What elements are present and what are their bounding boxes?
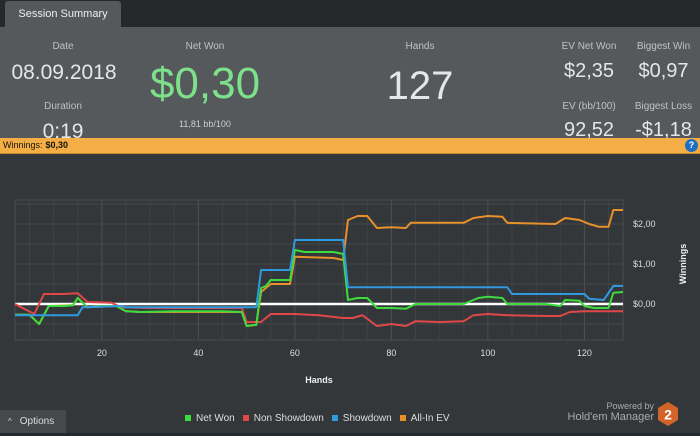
series-line-non-showdown — [14, 292, 623, 327]
winnings-value: $0,30 — [45, 140, 69, 150]
ev-net-won-label: EV Net Won — [561, 41, 617, 52]
x-tick-label: 100 — [480, 348, 495, 358]
net-won-label: Net Won — [185, 41, 225, 52]
legend-item[interactable]: Net Won — [185, 413, 235, 424]
ev-net-won-value: $2,35 — [563, 60, 615, 82]
legend-swatch — [331, 415, 338, 421]
winnings-chart: 20 40 60 80 100 120 $0,00 $1,00 $2,00 Hands Winnin… — [14, 199, 688, 385]
y-axis-label: Winnings — [678, 244, 688, 284]
help-icon[interactable]: ? — [685, 139, 698, 152]
x-axis-label: Hands — [305, 375, 333, 385]
biggest-win-value: $0,97 — [638, 60, 689, 82]
tab-bar: Session Summary — [0, 0, 700, 27]
bb100-value: 11,81 bb/100 — [179, 119, 231, 129]
duration-label: Duration — [44, 101, 82, 112]
duration-value: 0:19 — [42, 120, 84, 143]
hands-value: 127 — [386, 64, 454, 108]
winnings-label: Winnings: — [3, 140, 43, 150]
biggest-win-label: Biggest Win — [636, 41, 691, 52]
series-line-showdown — [15, 239, 623, 317]
legend-label: Non Showdown — [253, 413, 324, 424]
legend-label: Net Won — [196, 413, 235, 424]
legend-swatch — [399, 415, 406, 421]
x-tick-label: 120 — [577, 348, 592, 358]
hem-logo: 2 — [658, 402, 678, 426]
ev-bb100-value: 92,52 — [563, 119, 615, 141]
options-button[interactable]: ^ Options — [0, 410, 66, 436]
legend-label: All-In EV — [410, 413, 450, 424]
legend-label: Showdown — [342, 413, 392, 424]
tab-session-summary[interactable]: Session Summary — [5, 1, 121, 27]
biggest-loss-value: -$1,18 — [635, 119, 692, 141]
legend-swatch — [185, 415, 191, 421]
chevron-up-icon: ^ — [8, 417, 12, 426]
x-tick-label: 80 — [386, 348, 396, 358]
powered-by-label: Powered by — [606, 401, 654, 411]
options-label: Options — [19, 416, 55, 427]
legend-swatch — [242, 415, 249, 421]
winnings-bar: Winnings: $0,30 ? — [0, 138, 700, 154]
biggest-loss-label: Biggest Loss — [634, 101, 693, 112]
x-tick-label: 60 — [290, 348, 300, 358]
legend-item[interactable]: Non Showdown — [242, 413, 324, 424]
bottom-border — [0, 433, 700, 436]
powered-by: Powered by Hold'em Manager — [540, 401, 654, 423]
hands-label: Hands — [405, 41, 435, 52]
x-tick-label: 40 — [193, 348, 203, 358]
legend-item[interactable]: Showdown — [331, 413, 392, 424]
x-tick-label: 20 — [97, 348, 107, 358]
net-won-value: $0,30 — [149, 59, 261, 108]
logo-text: 2 — [664, 407, 672, 423]
y-tick-label: $1,00 — [633, 259, 656, 269]
y-tick-label: $2,00 — [633, 219, 656, 229]
y-tick-label: $0,00 — [633, 299, 656, 309]
ev-bb100-label: EV (bb/100) — [562, 101, 616, 112]
brand-name: Hold'em Manager — [567, 411, 654, 423]
chart-legend: Net Won Non Showdown Showdown All-In EV — [185, 413, 450, 424]
logo-hexagon — [658, 402, 678, 426]
date-value: 08.09.2018 — [11, 61, 117, 84]
date-label: Date — [52, 41, 74, 52]
session-summary-panel: Date 08.09.2018 Duration 0:19 Net Won $0… — [0, 27, 700, 143]
legend-item[interactable]: All-In EV — [399, 413, 450, 424]
